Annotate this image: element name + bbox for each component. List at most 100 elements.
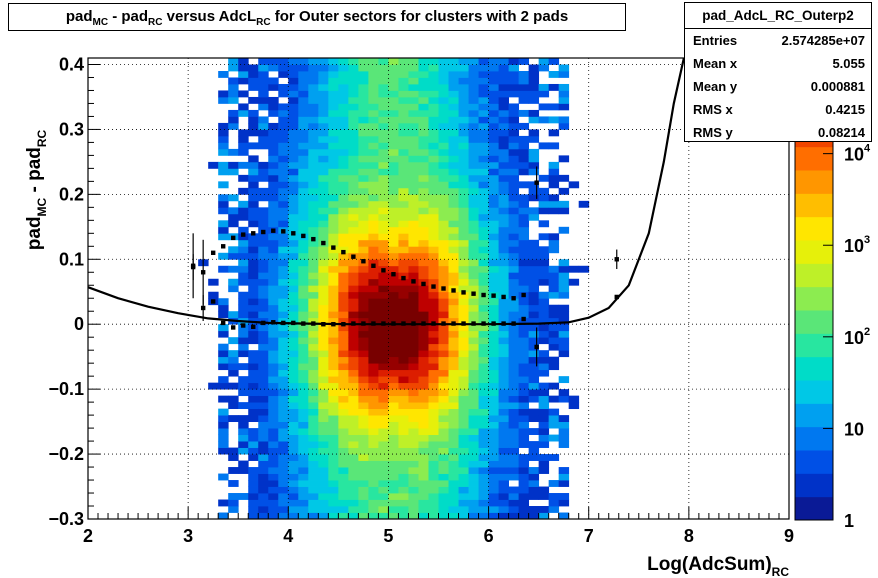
- heatmap-cell: [328, 109, 339, 117]
- heatmap-cell: [328, 168, 339, 176]
- heatmap-cell: [508, 58, 520, 65]
- heatmap-cell: [268, 278, 279, 286]
- heatmap-cell: [428, 291, 439, 299]
- heatmap-cell: [378, 252, 389, 260]
- heatmap-cell: [458, 122, 469, 130]
- heatmap-cell: [428, 122, 439, 130]
- heatmap-cell: [238, 77, 249, 85]
- heatmap-cell: [228, 278, 239, 286]
- heatmap-cell: [548, 499, 560, 507]
- heatmap-cell: [438, 200, 449, 208]
- heatmap-cell: [268, 415, 279, 423]
- heatmap-cell: [468, 415, 479, 423]
- heatmap-cell: [418, 265, 429, 273]
- heatmap-cell: [548, 408, 560, 416]
- heatmap-cell: [498, 58, 509, 65]
- heatmap-cell: [348, 480, 359, 487]
- heatmap-cell: [438, 441, 449, 448]
- heatmap-cell: [328, 272, 339, 280]
- heatmap-cell: [478, 441, 489, 448]
- heatmap-cell: [318, 200, 329, 208]
- heatmap-cell: [348, 278, 359, 286]
- heatmap-cell: [238, 135, 249, 143]
- heatmap-cell: [308, 272, 319, 280]
- heatmap-cell: [508, 285, 520, 293]
- heatmap-cell: [258, 129, 269, 137]
- heatmap-cell: [278, 90, 289, 98]
- heatmap-cell: [538, 233, 550, 241]
- heatmap-cell: [288, 363, 299, 371]
- heatmap-cell: [448, 467, 459, 474]
- heatmap-cell: [318, 252, 329, 260]
- heatmap-cell: [218, 252, 229, 260]
- heatmap-cell: [388, 343, 399, 351]
- heatmap-cell: [318, 103, 329, 111]
- heatmap-cell: [418, 174, 429, 182]
- heatmap-cell: [468, 382, 479, 390]
- y-axis-label: padMC - padRC: [24, 129, 49, 250]
- heatmap-cell: [398, 129, 409, 137]
- heatmap-cell: [488, 259, 499, 267]
- heatmap-cell: [348, 220, 359, 228]
- heatmap-cell: [508, 369, 520, 377]
- heatmap-cell: [308, 369, 319, 377]
- heatmap-cell: [438, 90, 449, 98]
- heatmap-cell: [288, 278, 299, 286]
- heatmap-cell: [438, 96, 449, 104]
- heatmap-cell: [248, 363, 259, 371]
- heatmap-cell: [308, 350, 319, 358]
- heatmap-cell: [328, 493, 339, 500]
- heatmap-cell: [298, 109, 309, 117]
- heatmap-cell: [368, 337, 379, 345]
- heatmap-cell: [298, 389, 309, 397]
- stats-value: 0.000881: [810, 79, 865, 94]
- heatmap-cell: [508, 233, 520, 241]
- heatmap-cell: [428, 83, 439, 91]
- heatmap-cell: [398, 96, 409, 104]
- heatmap-cell: [558, 285, 570, 293]
- heatmap-cell: [558, 103, 570, 111]
- heatmap-cell: [348, 460, 359, 468]
- heatmap-cell: [368, 369, 379, 377]
- heatmap-cell: [508, 181, 520, 189]
- heatmap-cell: [498, 493, 509, 500]
- heatmap-cell: [478, 103, 489, 111]
- heatmap-cell: [498, 480, 509, 487]
- heatmap-cell: [368, 213, 379, 221]
- heatmap-cell: [268, 142, 279, 150]
- heatmap-cell: [448, 161, 459, 169]
- stats-row-mean-y: Mean y 0.000881: [693, 79, 865, 97]
- heatmap-cell: [528, 356, 540, 364]
- heatmap-cell: [308, 402, 319, 410]
- heatmap-cell: [458, 252, 469, 260]
- heatmap-cell: [218, 447, 229, 455]
- heatmap-cell: [438, 460, 449, 468]
- heatmap-cell: [238, 389, 249, 397]
- colorbar-swatch: [795, 310, 833, 334]
- heatmap-cell: [338, 252, 349, 260]
- heatmap-cell: [438, 116, 449, 124]
- heatmap-cell: [488, 116, 499, 124]
- heatmap-cell: [458, 109, 469, 117]
- heatmap-cell: [288, 285, 299, 293]
- heatmap-cell: [538, 402, 550, 410]
- heatmap-cell: [508, 90, 520, 98]
- heatmap-cell: [318, 480, 329, 487]
- heatmap-cell: [428, 226, 439, 234]
- heatmap-cell: [358, 168, 369, 176]
- heatmap-cell: [318, 135, 329, 143]
- heatmap-cell: [228, 499, 239, 507]
- heatmap-cell: [438, 161, 449, 169]
- heatmap-cell: [338, 135, 349, 143]
- heatmap-cell: [468, 155, 479, 163]
- heatmap-cell: [388, 291, 399, 299]
- heatmap-cell: [268, 343, 279, 351]
- heatmap-cell: [318, 356, 329, 364]
- heatmap-cell: [398, 317, 409, 325]
- heatmap-cell: [428, 467, 439, 474]
- heatmap-cell: [258, 369, 269, 377]
- heatmap-cell: [488, 122, 499, 130]
- heatmap-cell: [288, 506, 299, 513]
- heatmap-cell: [398, 506, 409, 513]
- heatmap-cell: [368, 382, 379, 390]
